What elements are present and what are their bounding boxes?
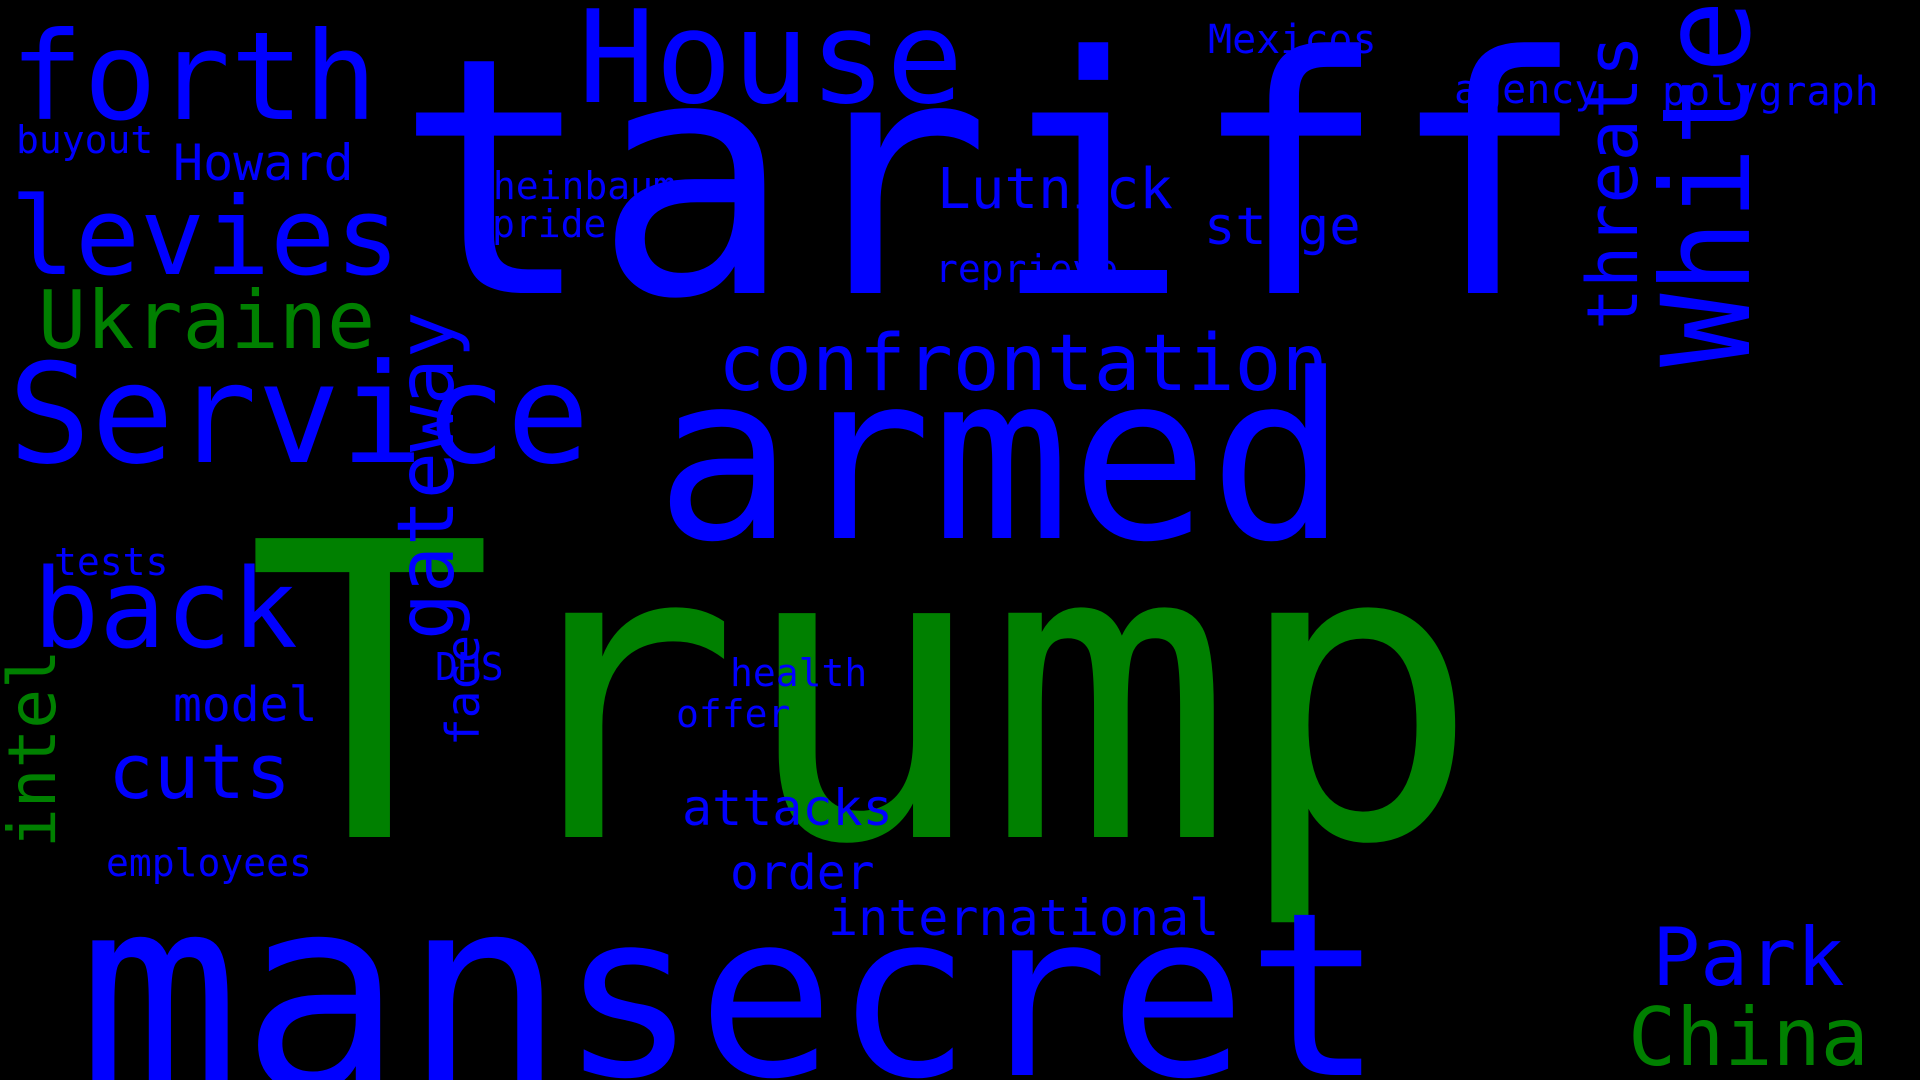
word-gateway: gateway xyxy=(382,311,472,640)
word-tariff: tariff xyxy=(395,0,1588,371)
word-forth: forth xyxy=(10,6,378,148)
word-international: international xyxy=(828,889,1220,947)
word-tests: tests xyxy=(54,540,169,584)
word-lutnick: Lutnick xyxy=(937,157,1174,222)
word-offer: offer xyxy=(676,692,791,736)
word-reprieve: reprieve xyxy=(935,247,1119,291)
word-intel: intel xyxy=(0,649,71,848)
word-white: White xyxy=(1636,0,1778,367)
word-ukraine: Ukraine xyxy=(38,274,376,367)
word-man: man xyxy=(78,837,566,1080)
word-howard: Howard xyxy=(173,134,354,192)
word-mexicos: Mexicos xyxy=(1208,17,1377,63)
word-dhs: DHS xyxy=(435,645,504,689)
word-order: order xyxy=(730,845,875,901)
word-armed: armed xyxy=(655,326,1348,593)
word-service: Service xyxy=(8,334,590,495)
word-sheinbaum: Sheinbaum xyxy=(470,164,676,208)
word-confrontation: confrontation xyxy=(718,319,1329,409)
word-levies: levies xyxy=(10,175,401,300)
word-secret: secret xyxy=(560,863,1384,1080)
word-cuts: cuts xyxy=(108,727,292,816)
word-stage: stage xyxy=(1204,197,1361,257)
word-health: health xyxy=(730,651,868,695)
word-pride: pride xyxy=(492,202,607,246)
word-buyout: buyout xyxy=(16,118,154,162)
word-agency: agency xyxy=(1454,67,1599,113)
word-polygraph: polygraph xyxy=(1662,69,1879,115)
word-back: back xyxy=(33,545,298,673)
word-employees: employees xyxy=(106,841,312,885)
word-china: China xyxy=(1628,991,1869,1080)
word-model: model xyxy=(173,677,318,733)
word-park: Park xyxy=(1652,911,1845,1004)
word-trump: Trump xyxy=(246,456,1481,934)
word-house: House xyxy=(578,0,964,133)
word-attacks: attacks xyxy=(682,779,893,837)
